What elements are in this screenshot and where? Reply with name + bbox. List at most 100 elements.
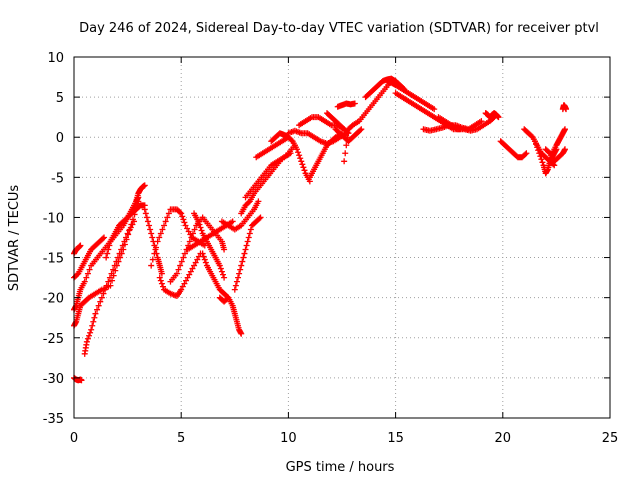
series-arc-c — [71, 374, 85, 384]
data-point — [194, 256, 201, 263]
data-point — [192, 259, 199, 266]
data-point — [187, 231, 194, 238]
data-point — [191, 226, 198, 233]
data-point — [89, 322, 96, 329]
series-arc-aj — [497, 138, 530, 161]
data-point — [127, 224, 134, 231]
data-point — [247, 226, 254, 233]
data-point — [181, 250, 188, 257]
data-point — [157, 277, 164, 284]
data-point — [141, 182, 148, 189]
data-point — [539, 159, 546, 166]
data-point — [178, 286, 185, 293]
data-point — [178, 258, 185, 265]
data-point — [233, 278, 240, 285]
data-point — [74, 271, 81, 278]
data-point — [533, 141, 540, 148]
data-point — [106, 242, 113, 249]
data-point — [119, 242, 126, 249]
data-point — [243, 242, 250, 249]
data-point — [157, 230, 164, 237]
data-point — [95, 302, 102, 309]
data-point — [245, 234, 252, 241]
data-point — [220, 271, 227, 278]
data-point — [296, 152, 303, 159]
data-point — [177, 262, 184, 269]
data-point — [178, 210, 185, 217]
data-point — [186, 271, 193, 278]
data-point — [175, 266, 182, 273]
data-point — [126, 227, 133, 234]
data-point — [84, 270, 91, 277]
series-arc-aa — [332, 126, 365, 145]
data-point — [181, 219, 188, 226]
data-point — [91, 314, 98, 321]
data-point — [81, 278, 88, 285]
data-point — [550, 161, 557, 168]
data-point — [298, 158, 305, 165]
x-tick-label: 10 — [280, 431, 297, 446]
data-point — [202, 259, 209, 266]
series-arc-h — [131, 182, 148, 213]
data-point — [148, 262, 155, 269]
series-arc-p — [216, 294, 245, 337]
data-point — [144, 218, 151, 225]
data-point — [116, 250, 123, 257]
data-point — [103, 282, 110, 289]
data-point — [156, 234, 163, 241]
x-tick-label: 5 — [177, 431, 185, 446]
data-point — [238, 262, 245, 269]
data-point — [92, 310, 99, 317]
series-arc-u — [253, 134, 292, 161]
data-point — [231, 286, 238, 293]
data-point — [357, 127, 364, 134]
data-point — [195, 218, 202, 225]
data-point — [187, 268, 194, 275]
data-point — [78, 377, 85, 384]
data-point — [184, 225, 191, 232]
data-point — [534, 144, 541, 151]
data-point — [186, 238, 193, 245]
series-arc-am — [549, 126, 568, 157]
data-point — [196, 221, 203, 228]
data-point — [240, 254, 247, 261]
data-point — [242, 246, 249, 253]
data-point — [229, 218, 236, 225]
series-arc-i — [141, 206, 165, 277]
data-point — [297, 155, 304, 162]
data-point — [87, 329, 94, 336]
data-point — [244, 238, 251, 245]
series-arc-ad — [334, 100, 358, 110]
data-point — [536, 150, 543, 157]
data-point — [131, 218, 138, 225]
data-point — [148, 230, 155, 237]
data-point — [341, 158, 348, 165]
data-point — [159, 283, 166, 290]
data-point — [114, 254, 121, 261]
data-point — [237, 266, 244, 273]
data-point — [154, 238, 161, 245]
x-tick-label: 15 — [387, 431, 404, 446]
data-point — [83, 274, 90, 281]
data-point — [239, 258, 246, 265]
data-point — [161, 222, 168, 229]
series-arc-y — [296, 114, 348, 133]
data-point — [293, 146, 300, 153]
data-point — [522, 151, 529, 158]
data-point — [103, 254, 110, 261]
data-point — [146, 222, 153, 229]
data-point — [299, 161, 306, 168]
data-point — [523, 150, 530, 157]
data-point — [235, 274, 242, 281]
data-point — [113, 258, 120, 265]
series-arc-ao — [542, 146, 568, 165]
y-tick-label: 10 — [47, 51, 64, 66]
data-point — [188, 234, 195, 241]
data-point — [343, 142, 350, 149]
series-arc-ai — [482, 110, 502, 121]
data-point — [255, 198, 262, 205]
data-point — [218, 268, 225, 275]
data-point — [156, 274, 163, 281]
data-point — [99, 235, 106, 242]
